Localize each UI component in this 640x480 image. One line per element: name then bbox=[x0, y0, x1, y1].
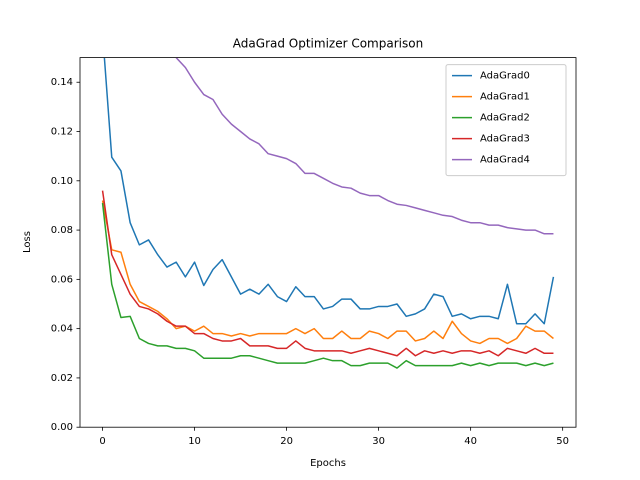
y-tick-label: 0.12 bbox=[51, 127, 73, 138]
x-tick-label: 40 bbox=[464, 436, 477, 447]
line-series bbox=[101, 202, 554, 369]
y-tick-label: 0.10 bbox=[51, 176, 73, 187]
y-tick-label: 0.04 bbox=[51, 324, 73, 335]
legend-label: AdaGrad0 bbox=[480, 71, 530, 82]
x-tick-label: 50 bbox=[556, 436, 569, 447]
y-tick-label: 0.00 bbox=[51, 422, 73, 433]
y-tick-label: 0.02 bbox=[51, 373, 73, 384]
x-tick-label: 20 bbox=[280, 436, 293, 447]
plot-area bbox=[101, 57, 555, 369]
y-tick-label: 0.08 bbox=[51, 225, 73, 236]
x-axis-label: Epochs bbox=[310, 458, 346, 469]
line-series bbox=[103, 57, 555, 325]
x-tick-label: 0 bbox=[99, 436, 105, 447]
line-series bbox=[101, 190, 554, 357]
legend-label: AdaGrad3 bbox=[480, 134, 530, 145]
x-tick-label: 30 bbox=[372, 436, 385, 447]
y-axis-label: Loss bbox=[22, 231, 33, 253]
chart-title: AdaGrad Optimizer Comparison bbox=[233, 37, 423, 51]
legend-label: AdaGrad4 bbox=[480, 155, 530, 166]
x-tick-label: 10 bbox=[188, 436, 201, 447]
legend-box bbox=[445, 64, 567, 177]
y-tick-label: 0.14 bbox=[51, 77, 73, 88]
line-series bbox=[175, 57, 554, 235]
axes-frame bbox=[79, 57, 577, 428]
legend-label: AdaGrad2 bbox=[480, 113, 530, 124]
y-tick-label: 0.06 bbox=[51, 274, 73, 285]
line-series bbox=[101, 200, 554, 345]
legend-label: AdaGrad1 bbox=[480, 92, 530, 103]
